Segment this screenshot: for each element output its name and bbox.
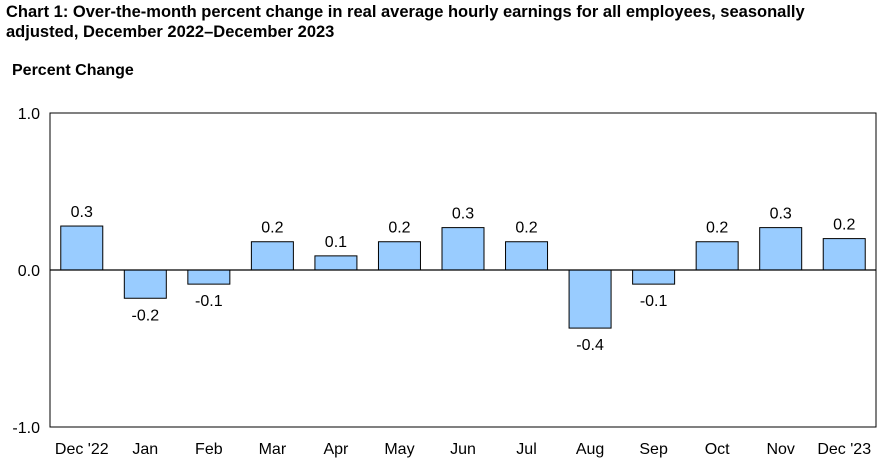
- data-label: -0.1: [195, 293, 223, 310]
- x-tick-label: Jun: [450, 441, 476, 458]
- x-tick-label: Jan: [132, 441, 158, 458]
- data-label: -0.1: [640, 293, 668, 310]
- chart-title: Chart 1: Over-the-month percent change i…: [6, 3, 805, 41]
- data-label: 0.2: [388, 220, 410, 237]
- x-tick-label: Dec '23: [817, 441, 871, 458]
- bar: [187, 269, 231, 285]
- x-tick-label: Sep: [639, 441, 668, 458]
- data-label: -0.2: [132, 307, 160, 324]
- bar: [250, 241, 294, 271]
- x-tick-label: Jul: [516, 441, 536, 458]
- y-tick-label: 1.0: [18, 106, 40, 123]
- x-tick-label: Apr: [323, 441, 349, 458]
- bar: [505, 241, 549, 271]
- bar: [822, 238, 866, 271]
- y-axis-label: Percent Change: [12, 62, 134, 79]
- data-label: 0.1: [325, 234, 347, 251]
- data-label: 0.2: [261, 220, 283, 237]
- bar: [568, 269, 612, 329]
- data-label: 0.2: [833, 217, 855, 234]
- x-tick-label: Aug: [576, 441, 604, 458]
- data-label: 0.3: [71, 204, 93, 221]
- bar: [123, 269, 167, 299]
- bar: [759, 227, 803, 271]
- bar: [60, 225, 104, 271]
- x-tick-label: Dec '22: [55, 441, 109, 458]
- data-label: -0.4: [576, 337, 604, 354]
- data-label: 0.2: [706, 220, 728, 237]
- bar: [441, 227, 485, 271]
- x-tick-label: Nov: [766, 441, 794, 458]
- bar: [314, 255, 358, 271]
- bar: [377, 241, 421, 271]
- data-label: 0.3: [452, 206, 474, 223]
- x-tick-label: Feb: [195, 441, 223, 458]
- y-tick-label: 0.0: [18, 263, 40, 280]
- data-label: 0.3: [770, 206, 792, 223]
- y-tick-label: -1.0: [12, 420, 40, 437]
- x-tick-label: Mar: [259, 441, 287, 458]
- data-label: 0.2: [515, 220, 537, 237]
- bar: [695, 241, 739, 271]
- x-tick-label: May: [384, 441, 414, 458]
- bar: [632, 269, 676, 285]
- x-tick-label: Oct: [705, 441, 730, 458]
